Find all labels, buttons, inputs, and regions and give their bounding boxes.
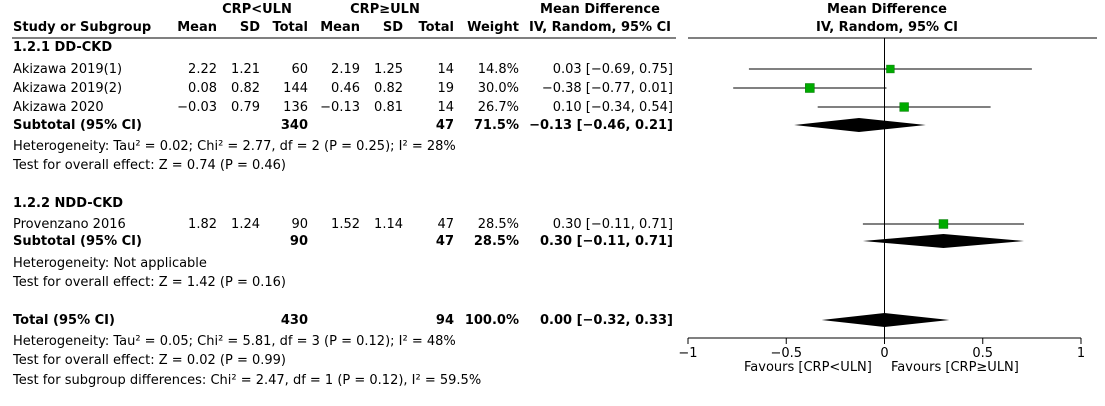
- pooled-diamond: [862, 234, 1025, 248]
- sd-1: 0.82: [231, 81, 260, 96]
- x-tick-label: 1: [1077, 346, 1085, 361]
- weight: 30.0%: [477, 81, 519, 96]
- heterogeneity-text: Heterogeneity: Not applicable: [13, 256, 207, 271]
- total-label: Total (95% CI): [13, 313, 115, 328]
- sd-1: 1.24: [231, 217, 260, 232]
- subtotal-ci: −0.13 [−0.46, 0.21]: [529, 118, 673, 133]
- sd-2: 1.25: [374, 62, 403, 77]
- x-tick-label: −1: [678, 346, 697, 361]
- sd-2: 0.82: [374, 81, 403, 96]
- col-total-2: Total: [418, 20, 454, 35]
- col-study: Study or Subgroup: [13, 20, 152, 35]
- subtotal-ci: 0.30 [−0.11, 0.71]: [540, 234, 673, 249]
- total-1: 144: [283, 81, 308, 96]
- weight: 14.8%: [477, 62, 519, 77]
- effect-title: Mean Difference: [540, 2, 660, 17]
- group2-header: CRP≥ULN: [350, 2, 420, 17]
- subtotal-weight: 28.5%: [473, 234, 519, 249]
- mean-1: −0.03: [177, 100, 217, 115]
- x-tick-label: 0.5: [972, 346, 993, 361]
- weight: 28.5%: [477, 217, 519, 232]
- favours-right-label: Favours [CRP≥ULN]: [891, 360, 1019, 375]
- subtotal-n2: 47: [435, 234, 454, 249]
- group1-header: CRP<ULN: [222, 2, 292, 17]
- overall-effect-text: Test for overall effect: Z = 1.42 (P = 0…: [13, 275, 286, 290]
- mean-2: 0.46: [331, 81, 360, 96]
- total-overall-effect: Test for overall effect: Z = 0.02 (P = 0…: [13, 353, 286, 368]
- subtotal-n2: 47: [435, 118, 454, 133]
- overall-effect-text: Test for overall effect: Z = 0.74 (P = 0…: [13, 158, 286, 173]
- total-ci: 0.00 [−0.32, 0.33]: [540, 313, 673, 328]
- sd-1: 1.21: [231, 62, 260, 77]
- pooled-diamond: [794, 118, 926, 132]
- total-weight: 100.0%: [464, 313, 519, 328]
- favours-left-label: Favours [CRP<ULN]: [744, 360, 872, 375]
- total-2: 14: [437, 100, 454, 115]
- col-mean-2: Mean: [320, 20, 360, 35]
- study-name: Akizawa 2019(1): [13, 62, 123, 77]
- subtotal-label: Subtotal (95% CI): [13, 118, 142, 133]
- x-tick-label: 0: [880, 346, 888, 361]
- effect-ci: 0.30 [−0.11, 0.71]: [552, 217, 673, 232]
- mean-1: 2.22: [188, 62, 217, 77]
- heterogeneity-text: Heterogeneity: Tau² = 0.02; Chi² = 2.77,…: [13, 139, 456, 154]
- study-name: Akizawa 2020: [13, 100, 104, 115]
- total-1: 90: [291, 217, 308, 232]
- subtotal-n1: 90: [289, 234, 308, 249]
- mean-2: 1.52: [331, 217, 360, 232]
- mean-2: 2.19: [331, 62, 360, 77]
- mean-1: 1.82: [188, 217, 217, 232]
- total-n2: 94: [435, 313, 454, 328]
- plot-title: Mean Difference: [827, 2, 947, 17]
- effect-ci: 0.10 [−0.34, 0.54]: [552, 100, 673, 115]
- subgroup-title: 1.2.1 DD-CKD: [13, 40, 113, 55]
- study-marker: [805, 83, 815, 93]
- plot-sub: IV, Random, 95% CI: [816, 20, 958, 35]
- subgroup-title: 1.2.2 NDD-CKD: [13, 196, 124, 211]
- x-tick-label: −0.5: [770, 346, 802, 361]
- sd-2: 1.14: [374, 217, 403, 232]
- study-name: Akizawa 2019(2): [13, 81, 123, 96]
- pooled-diamond: [821, 313, 950, 327]
- total-2: 47: [437, 217, 454, 232]
- subgroup-differences: Test for subgroup differences: Chi² = 2.…: [13, 373, 482, 388]
- col-weight: Weight: [467, 20, 519, 35]
- total-1: 136: [283, 100, 308, 115]
- col-total-1: Total: [272, 20, 308, 35]
- subtotal-n1: 340: [280, 118, 308, 133]
- sd-2: 0.81: [374, 100, 403, 115]
- effect-sub: IV, Random, 95% CI: [529, 20, 671, 35]
- mean-2: −0.13: [320, 100, 360, 115]
- subtotal-label: Subtotal (95% CI): [13, 234, 142, 249]
- study-marker: [886, 64, 895, 74]
- col-mean-1: Mean: [177, 20, 217, 35]
- weight: 26.7%: [477, 100, 519, 115]
- study-marker: [938, 219, 949, 229]
- subtotal-weight: 71.5%: [473, 118, 519, 133]
- col-sd-2: SD: [382, 20, 403, 35]
- total-heterogeneity: Heterogeneity: Tau² = 0.05; Chi² = 5.81,…: [13, 334, 456, 349]
- sd-1: 0.79: [231, 100, 260, 115]
- total-n1: 430: [280, 313, 308, 328]
- study-name: Provenzano 2016: [13, 217, 126, 232]
- total-1: 60: [291, 62, 308, 77]
- effect-ci: 0.03 [−0.69, 0.75]: [552, 62, 673, 77]
- total-2: 19: [437, 81, 454, 96]
- total-2: 14: [437, 62, 454, 77]
- study-marker: [899, 102, 909, 112]
- effect-ci: −0.38 [−0.77, 0.01]: [541, 81, 673, 96]
- col-sd-1: SD: [239, 20, 260, 35]
- mean-1: 0.08: [188, 81, 217, 96]
